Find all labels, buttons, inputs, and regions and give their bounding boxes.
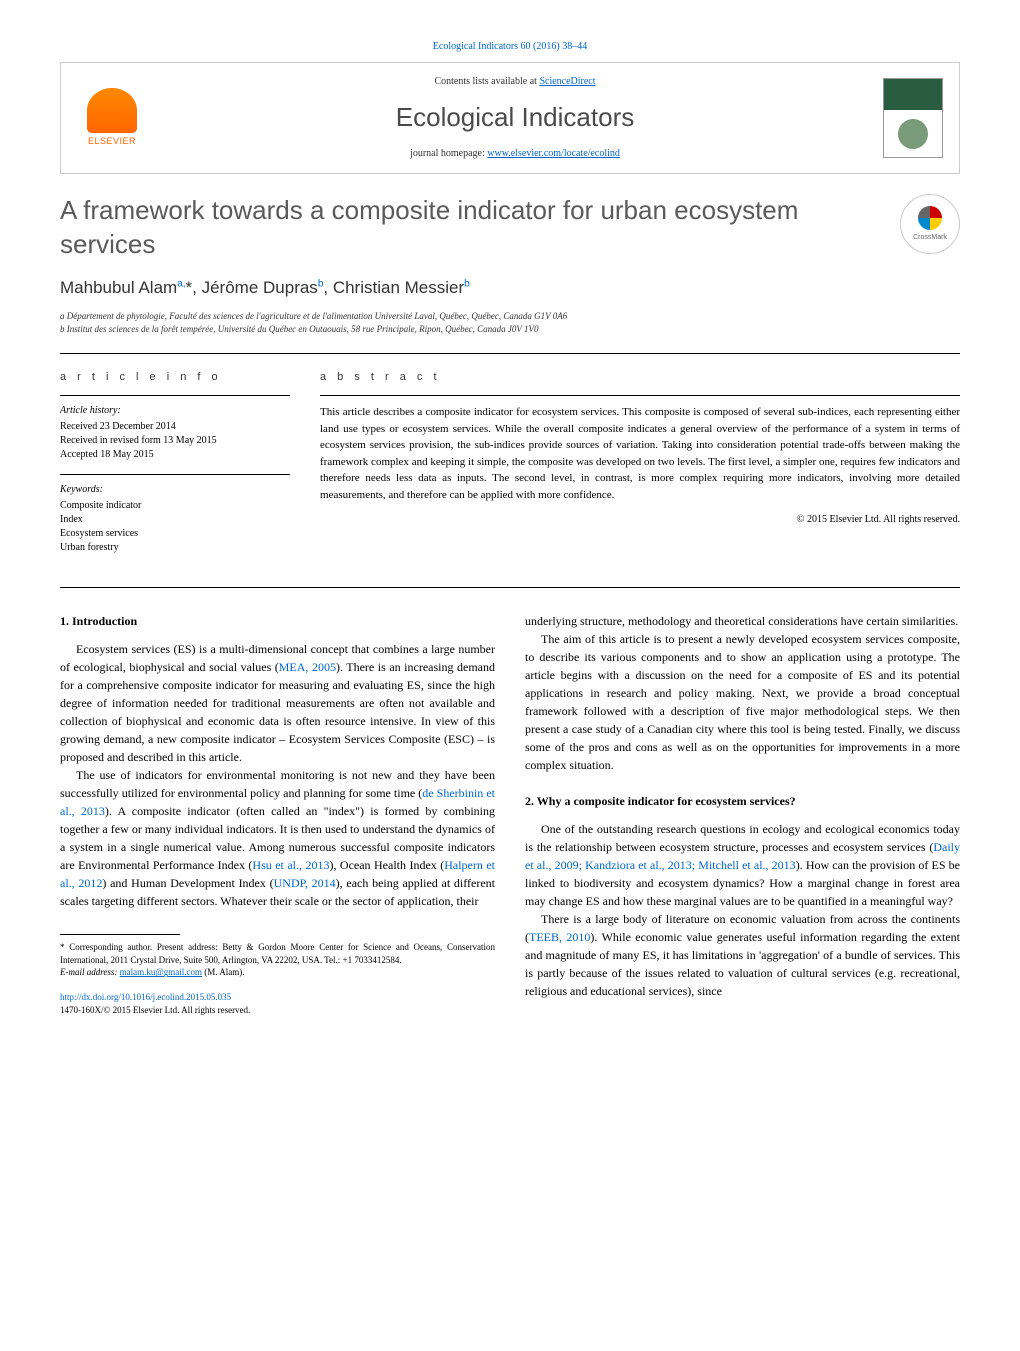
sciencedirect-link[interactable]: ScienceDirect [539,76,595,87]
contents-available-line: Contents lists available at ScienceDirec… [163,75,867,89]
ref-mea-2005[interactable]: MEA, 2005 [279,660,336,674]
s2-p1: One of the outstanding research question… [525,820,960,910]
article-info-column: a r t i c l e i n f o Article history: R… [60,370,290,567]
s1-p2: The use of indicators for environmental … [60,766,495,910]
email-footnote: E-mail address: malam.ku@gmail.com (M. A… [60,966,495,979]
history-heading: Article history: [60,404,290,418]
info-divider-2 [60,474,290,475]
affiliation-b: b Institut des sciences de la forêt temp… [60,323,960,337]
article-info-heading: a r t i c l e i n f o [60,370,290,385]
ref-teeb[interactable]: TEEB, 2010 [529,930,590,944]
s1-p4: The aim of this article is to present a … [525,630,960,774]
s2-p1-a: One of the outstanding research question… [525,822,960,854]
email-link[interactable]: malam.ku@gmail.com [120,967,202,977]
s1-p2-c: ), Ocean Health Index ( [329,858,444,872]
footer-copyright: 1470-160X/© 2015 Elsevier Ltd. All right… [60,1004,495,1018]
journal-cover-thumbnail [883,78,943,158]
abstract-divider [320,395,960,396]
right-column: underlying structure, methodology and th… [525,612,960,1018]
divider-bottom [60,587,960,588]
abstract-text: This article describes a composite indic… [320,404,960,503]
abstract-column: a b s t r a c t This article describes a… [320,370,960,567]
s1-p2-d: ) and Human Development Index ( [102,876,273,890]
abstract-copyright: © 2015 Elsevier Ltd. All rights reserved… [320,513,960,527]
s1-p1: Ecosystem services (ES) is a multi-dimen… [60,640,495,766]
abstract-heading: a b s t r a c t [320,370,960,385]
keywords-heading: Keywords: [60,483,290,497]
footnote-divider [60,934,180,935]
info-divider-1 [60,395,290,396]
contents-prefix: Contents lists available at [434,76,539,87]
corresponding-author-footnote: * Corresponding author. Present address:… [60,941,495,966]
crossmark-icon [918,206,942,230]
left-column: 1. Introduction Ecosystem services (ES) … [60,612,495,1018]
elsevier-tree-icon [87,88,137,133]
ref-undp[interactable]: UNDP, 2014 [274,876,336,890]
s2-p2: There is a large body of literature on e… [525,910,960,1000]
keyword-4: Urban forestry [60,541,290,555]
history-received: Received 23 December 2014 [60,420,290,434]
history-accepted: Accepted 18 May 2015 [60,448,290,462]
email-label: E-mail address: [60,967,120,977]
journal-title: Ecological Indicators [163,99,867,135]
keyword-2: Index [60,513,290,527]
elsevier-logo: ELSEVIER [77,83,147,153]
affiliations: a Département de phytologie, Faculté des… [60,310,960,337]
keyword-3: Ecosystem services [60,527,290,541]
ref-hsu[interactable]: Hsu et al., 2013 [252,858,329,872]
crossmark-label: CrossMark [913,233,947,242]
article-title-row: A framework towards a composite indicato… [60,194,960,262]
keyword-1: Composite indicator [60,499,290,513]
s2-p2-b: ). While economic value generates useful… [525,930,960,998]
affiliation-a: a Département de phytologie, Faculté des… [60,310,960,324]
homepage-link[interactable]: www.elsevier.com/locate/ecolind [487,148,620,159]
journal-reference: Ecological Indicators 60 (2016) 38–44 [60,40,960,54]
journal-header-box: ELSEVIER Contents lists available at Sci… [60,62,960,174]
section-1-heading: 1. Introduction [60,612,495,630]
s1-p1-post: ). There is an increasing demand for a c… [60,660,495,764]
doi-link[interactable]: http://dx.doi.org/10.1016/j.ecolind.2015… [60,991,495,1005]
homepage-prefix: journal homepage: [410,148,487,159]
homepage-line: journal homepage: www.elsevier.com/locat… [163,147,867,161]
article-title: A framework towards a composite indicato… [60,194,900,262]
s1-p3: underlying structure, methodology and th… [525,612,960,630]
elsevier-label: ELSEVIER [88,135,136,148]
authors-line: Mahbubul Alama,*, Jérôme Duprasb, Christ… [60,276,960,300]
section-2-heading: 2. Why a composite indicator for ecosyst… [525,792,960,810]
email-suffix: (M. Alam). [202,967,245,977]
history-revised: Received in revised form 13 May 2015 [60,434,290,448]
crossmark-badge[interactable]: CrossMark [900,194,960,254]
